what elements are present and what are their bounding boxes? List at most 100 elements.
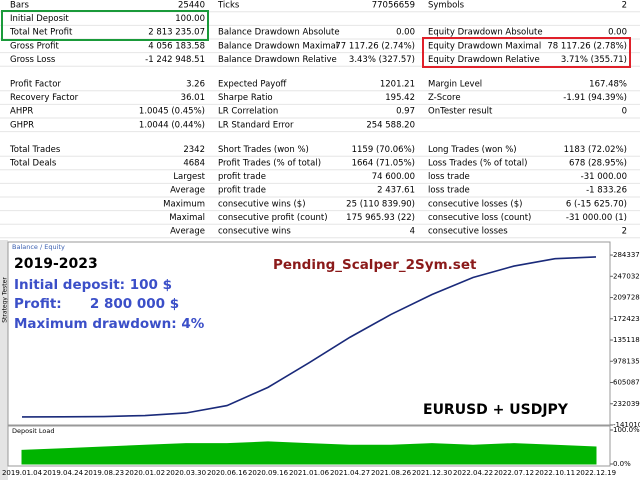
set-name: Pending_Scalper_2Sym.set: [273, 257, 477, 273]
label-cell: consecutive wins ($): [218, 199, 306, 209]
label-cell: Ticks: [217, 1, 240, 11]
label-cell: consecutive profit (count): [218, 213, 328, 223]
y-tick-label: -141010: [613, 421, 640, 429]
value-cell: 0.00: [396, 28, 415, 38]
value-cell: 77 117.26 (2.74%): [335, 41, 415, 51]
label-cell: Symbols: [428, 1, 465, 11]
label-cell: Z-Score: [428, 93, 461, 103]
label-cell: Short Trades (won %): [218, 145, 309, 155]
label-cell: Balance Drawdown Maximal: [218, 41, 338, 51]
label-cell: Balance Drawdown Relative: [218, 55, 337, 65]
label-cell: Recovery Factor: [10, 93, 79, 103]
label-cell: Margin Level: [428, 80, 482, 90]
value-cell: -1 242 948.51: [145, 55, 205, 65]
value-cell: 0.00: [608, 28, 627, 38]
value-cell: 4684: [183, 159, 205, 169]
y-tick-label: 2097280: [613, 294, 640, 302]
balance-panel: [7, 241, 611, 426]
x-tick-label: 2021.12.30: [412, 469, 452, 477]
value-cell: 254 588.20: [366, 120, 415, 130]
load-area: [21, 441, 597, 465]
label-cell: loss trade: [428, 186, 470, 196]
x-tick-label: 2022.04.22: [453, 469, 493, 477]
label-cell: Expected Payoff: [218, 80, 288, 90]
label-cell: consecutive wins: [218, 227, 291, 237]
x-tick-label: 2022.12.19: [576, 469, 616, 477]
highlight-red: [422, 37, 631, 68]
value-cell: 25440: [178, 1, 205, 11]
value-cell: 77056659: [372, 1, 415, 11]
value-cell: 2342: [183, 145, 205, 155]
value-cell: Average: [170, 227, 205, 237]
value-cell: 3.43% (327.57): [349, 55, 415, 65]
side-tab-label: Strategy Tester: [2, 277, 9, 323]
value-cell: Average: [170, 186, 205, 196]
y-tick-label: 1724232: [613, 315, 640, 323]
label-cell: OnTester result: [428, 107, 493, 117]
value-cell: 1201.21: [380, 80, 415, 90]
side-tab: [0, 240, 8, 480]
y-tick-label: 2470328: [613, 272, 640, 280]
label-cell: consecutive losses ($): [428, 199, 522, 209]
value-cell: Maximum: [163, 199, 205, 209]
label-cell: profit trade: [218, 172, 266, 182]
x-tick-label: 2020.09.16: [248, 469, 289, 477]
label-cell: Equity Drawdown Absolute: [428, 28, 543, 38]
label-cell: Total Deals: [9, 159, 57, 169]
value-cell: 1.0045 (0.45%): [139, 107, 205, 117]
value-cell: 2 813 235.07: [148, 28, 205, 38]
x-tick-label: 2019.04.24: [43, 469, 84, 477]
annotation: 2019-2023: [14, 256, 98, 272]
value-cell: 0: [622, 107, 627, 117]
value-cell: 74 600.00: [372, 172, 415, 182]
value-cell: 1.0044 (0.44%): [139, 120, 205, 130]
value-cell: -1.91 (94.39%): [563, 93, 627, 103]
value-cell: -1 833.26: [586, 186, 627, 196]
label-cell: profit trade: [218, 186, 266, 196]
y-tick-label: 1351184: [613, 336, 640, 344]
label-cell: Profit Factor: [10, 80, 61, 90]
label-cell: consecutive loss (count): [428, 213, 531, 223]
label-cell: Profit Trades (% of total): [218, 159, 321, 169]
label-cell: Gross Profit: [10, 41, 59, 51]
symbols: EURUSD + USDJPY: [423, 402, 569, 418]
value-cell: 100.00: [175, 14, 205, 24]
annotation: Profit: 2 800 000 $: [14, 296, 179, 312]
y-tick-label: 2843376: [613, 251, 640, 259]
x-tick-label: 2022.07.12: [494, 469, 534, 477]
highlight-green: [1, 10, 209, 41]
value-cell: 175 965.93 (22): [346, 213, 415, 223]
value-cell: 167.48%: [589, 80, 627, 90]
value-cell: 0.97: [396, 107, 415, 117]
label-cell: Total Trades: [9, 145, 61, 155]
value-cell: 195.42: [385, 93, 415, 103]
annotation: Maximum drawdown: 4%: [14, 316, 205, 332]
value-cell: 3.26: [186, 80, 205, 90]
label-cell: Equity Drawdown Maximal: [428, 41, 541, 51]
label-cell: LR Standard Error: [218, 120, 294, 130]
value-cell: Largest: [173, 172, 205, 182]
label-cell: consecutive losses: [428, 227, 508, 237]
x-tick-label: 2020.06.16: [207, 469, 248, 477]
value-cell: -31 000.00 (1): [566, 213, 627, 223]
value-cell: 25 (110 839.90): [346, 199, 415, 209]
value-cell: 678 (28.95%): [569, 159, 627, 169]
value-cell: -31 000.00: [581, 172, 627, 182]
label-cell: Bars: [10, 1, 30, 11]
value-cell: 2 437.61: [377, 186, 415, 196]
label-cell: Gross Loss: [10, 55, 56, 65]
balance-line: [21, 256, 597, 418]
value-cell: 36.01: [181, 93, 205, 103]
label-cell: AHPR: [10, 107, 33, 117]
value-cell: 4: [410, 227, 415, 237]
label-cell: Total Net Profit: [9, 28, 73, 38]
value-cell: 6 (-15 625.70): [566, 199, 627, 209]
x-tick-label: 2020.01.02: [125, 469, 165, 477]
value-cell: 1159 (70.06%): [352, 145, 415, 155]
x-tick-label: 2021.01.06: [289, 469, 330, 477]
label-cell: Sharpe Ratio: [218, 93, 273, 103]
x-tick-label: 2022.10.11: [535, 469, 575, 477]
label-cell: Initial Deposit: [10, 14, 69, 24]
